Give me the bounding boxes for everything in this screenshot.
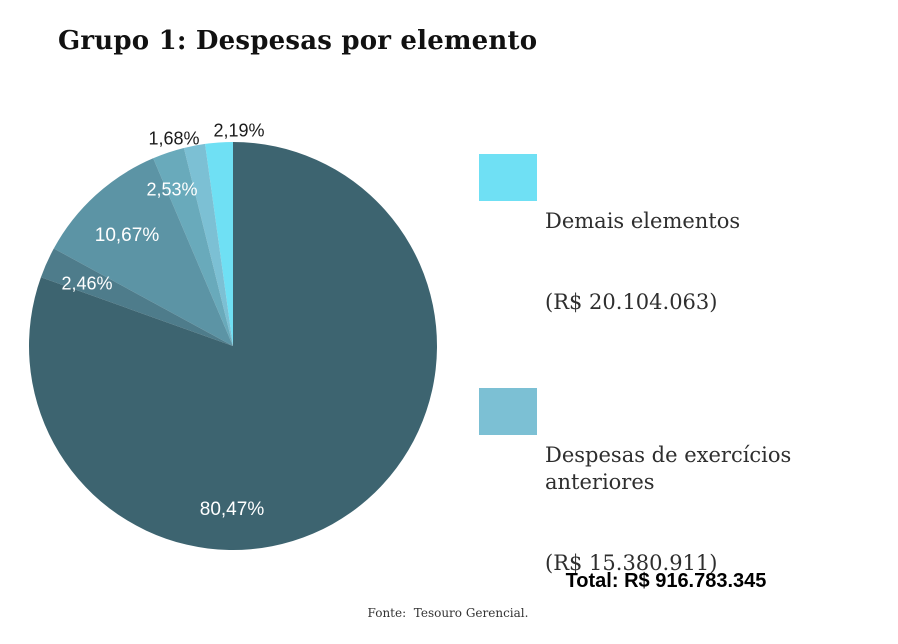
legend-label-line1: Despesas de exercícios anteriores	[545, 443, 799, 494]
pie-slice-2	[153, 148, 233, 346]
legend-label-line2: (R$ 20.104.063)	[545, 290, 718, 314]
pie-label-aposentadorias-reformas: 10,67%	[94, 225, 160, 246]
legend-swatch-despesas-exercicios-anteriores	[479, 388, 537, 435]
legend-item-demais-elementos: Demais elementos (R$ 20.104.063)	[479, 154, 891, 370]
page-title: Grupo 1: Despesas por elemento	[58, 26, 538, 56]
pie-label-despesas-exercicios-anteriores: 1,68%	[148, 128, 200, 149]
pie-label-pensoes: 2,53%	[146, 179, 198, 200]
legend-label-line1: Demais elementos	[545, 209, 741, 233]
pie-slice-0	[205, 142, 233, 346]
legend-label: Demais elementos (R$ 20.104.063)	[545, 154, 740, 370]
legend-label: Despesas de exercícios anteriores (R$ 15…	[545, 388, 891, 631]
pie-svg	[28, 141, 437, 550]
legend-swatch-demais-elementos	[479, 154, 537, 201]
pie-slice-4	[40, 248, 234, 346]
pie-label-outras-despesas-variaveis: 2,46%	[61, 273, 113, 294]
legend-label-line2: (R$ 15.380.911)	[545, 551, 718, 575]
pie-label-demais-elementos: 2,19%	[213, 120, 265, 141]
total-label: Total: R$ 916.783.345	[565, 570, 767, 592]
pie-slice-5	[28, 141, 437, 550]
pie-label-vencimentos-vantagens-fixas: 80,47%	[199, 499, 265, 520]
legend: Demais elementos (R$ 20.104.063) Despesa…	[479, 154, 891, 644]
source-note: Fonte: Tesouro Gerencial.	[367, 606, 529, 620]
legend-item-despesas-exercicios-anteriores: Despesas de exercícios anteriores (R$ 15…	[479, 388, 891, 631]
pie-slice-1	[183, 143, 233, 346]
pie-chart	[28, 141, 438, 551]
pie-slice-3	[53, 158, 233, 346]
